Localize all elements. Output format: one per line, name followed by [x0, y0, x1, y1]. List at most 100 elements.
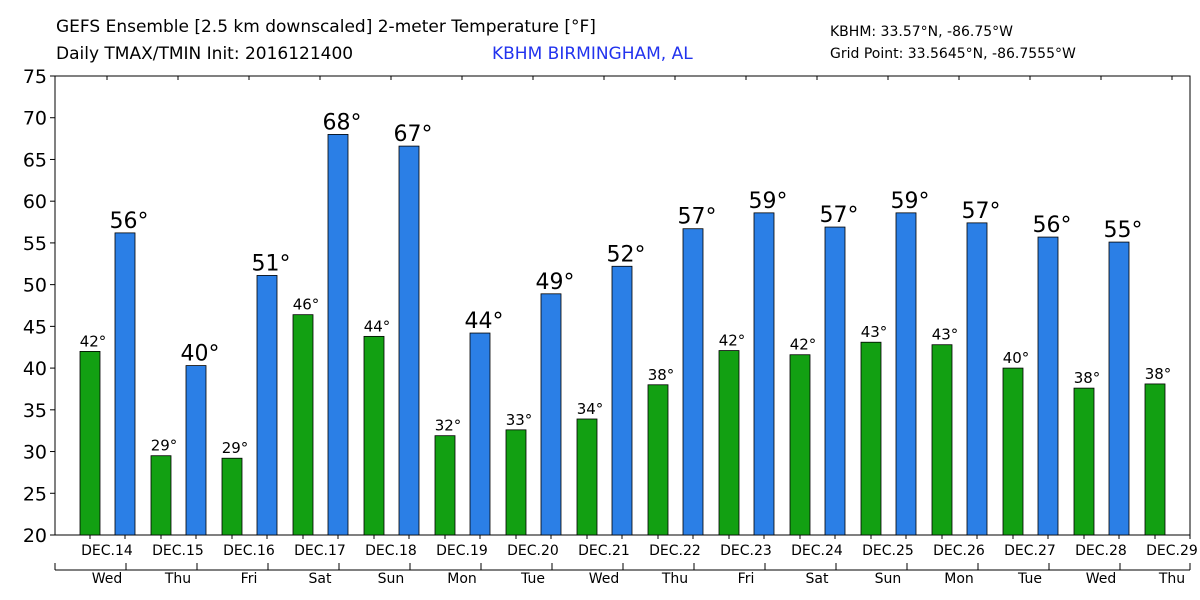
date-label: DEC.17	[294, 543, 346, 559]
tmin-label: 29°	[151, 437, 178, 455]
y-tick-label: 65	[23, 149, 47, 171]
date-label: DEC.15	[152, 543, 204, 559]
tmax-label: 44°	[465, 309, 504, 334]
weekday-label: Tue	[1017, 571, 1042, 587]
date-label: DEC.28	[1075, 543, 1127, 559]
weekday-label: Sun	[875, 571, 902, 587]
tmin-label: 38°	[1145, 365, 1172, 383]
tmax-label: 57°	[820, 203, 859, 228]
tmin-bar	[434, 435, 456, 536]
weekday-label: Thu	[661, 571, 688, 587]
weekday-label: Mon	[447, 571, 477, 587]
tmax-label: 49°	[536, 270, 575, 295]
tmin-bar	[221, 457, 243, 536]
date-label: DEC.18	[365, 543, 417, 559]
station-name: KBHM BIRMINGHAM, AL	[492, 44, 693, 64]
y-tick-label: 20	[23, 525, 47, 547]
tmax-bar	[540, 293, 562, 536]
weekday-label: Thu	[1158, 571, 1185, 587]
y-tick-label: 40	[23, 358, 47, 380]
tmin-label: 46°	[293, 296, 320, 314]
chart-title: GEFS Ensemble [2.5 km downscaled] 2-mete…	[56, 17, 596, 37]
tmin-bar	[1073, 387, 1095, 536]
chart-subtitle: Daily TMAX/TMIN Init: 2016121400	[56, 44, 354, 64]
date-label: DEC.19	[436, 543, 488, 559]
y-tick-label: 30	[23, 442, 47, 464]
date-label: DEC.23	[720, 543, 772, 559]
tmin-label: 38°	[1074, 369, 1101, 387]
tmin-label: 29°	[222, 439, 249, 457]
y-tick-label: 50	[23, 275, 47, 297]
tmin-label: 34°	[577, 400, 604, 418]
tmax-bar	[682, 228, 704, 536]
date-label: DEC.16	[223, 543, 275, 559]
tmax-bar	[824, 226, 846, 536]
tmax-bar	[611, 265, 633, 536]
tmin-bar	[789, 354, 811, 536]
tmax-bar	[398, 145, 420, 536]
tmax-label: 52°	[607, 242, 646, 267]
weekday-label: Wed	[589, 571, 620, 587]
tmin-bar	[647, 384, 669, 536]
tmin-label: 33°	[506, 411, 533, 429]
tmax-bar	[966, 222, 988, 536]
tmin-bar	[79, 350, 101, 536]
tmax-bar	[256, 275, 278, 536]
tmin-label: 40°	[1003, 349, 1030, 367]
weekday-label: Fri	[241, 571, 258, 587]
weekday-label: Sat	[806, 571, 829, 587]
tmin-bar	[363, 335, 385, 536]
tmax-bar	[114, 232, 136, 536]
y-tick-label: 60	[23, 191, 47, 213]
weekday-label: Fri	[738, 571, 755, 587]
tmin-label: 32°	[435, 417, 462, 435]
weekday-label: Sun	[378, 571, 405, 587]
tmax-label: 57°	[678, 205, 717, 230]
tmin-bar	[931, 344, 953, 536]
tmin-label: 42°	[719, 332, 746, 350]
weekday-label: Mon	[944, 571, 974, 587]
tmax-bar	[895, 212, 917, 536]
y-tick-label: 75	[23, 66, 47, 88]
date-label: DEC.20	[507, 543, 559, 559]
date-label: DEC.29	[1146, 543, 1198, 559]
tmin-label: 43°	[861, 323, 888, 341]
grid-point-coords: Grid Point: 33.5645°N, -86.7555°W	[830, 46, 1076, 62]
tmax-label: 57°	[962, 199, 1001, 224]
tmax-bar	[327, 134, 349, 536]
weekday-label: Thu	[164, 571, 191, 587]
date-label: DEC.27	[1004, 543, 1056, 559]
tmax-bar	[1108, 241, 1130, 536]
tmin-bar	[718, 350, 740, 536]
date-label: DEC.22	[649, 543, 701, 559]
tmax-label: 51°	[252, 251, 291, 276]
y-tick-label: 70	[23, 108, 47, 130]
tmax-bar	[753, 212, 775, 536]
tmin-label: 42°	[80, 332, 107, 350]
tmax-label: 68°	[323, 110, 362, 135]
date-label: DEC.24	[791, 543, 843, 559]
tmax-label: 55°	[1104, 218, 1143, 243]
y-tick-label: 25	[23, 483, 47, 505]
tmin-label: 42°	[790, 336, 817, 354]
tmin-label: 44°	[364, 317, 391, 335]
tmax-bar	[185, 365, 207, 536]
y-tick-label: 35	[23, 400, 47, 422]
tmin-bar	[1002, 367, 1024, 536]
tmin-bar	[150, 455, 172, 536]
station-coords: KBHM: 33.57°N, -86.75°W	[830, 24, 1013, 40]
date-label: DEC.14	[81, 543, 133, 559]
tmax-label: 40°	[181, 342, 220, 367]
date-label: DEC.26	[933, 543, 985, 559]
y-tick-label: 55	[23, 233, 47, 255]
tmax-bar	[469, 332, 491, 536]
date-label: DEC.25	[862, 543, 914, 559]
y-tick-label: 45	[23, 316, 47, 338]
date-label: DEC.21	[578, 543, 630, 559]
tmin-label: 43°	[932, 326, 959, 344]
tmax-label: 67°	[394, 122, 433, 147]
tmax-label: 56°	[110, 209, 149, 234]
weekday-label: Wed	[1086, 571, 1117, 587]
tmin-label: 38°	[648, 366, 675, 384]
